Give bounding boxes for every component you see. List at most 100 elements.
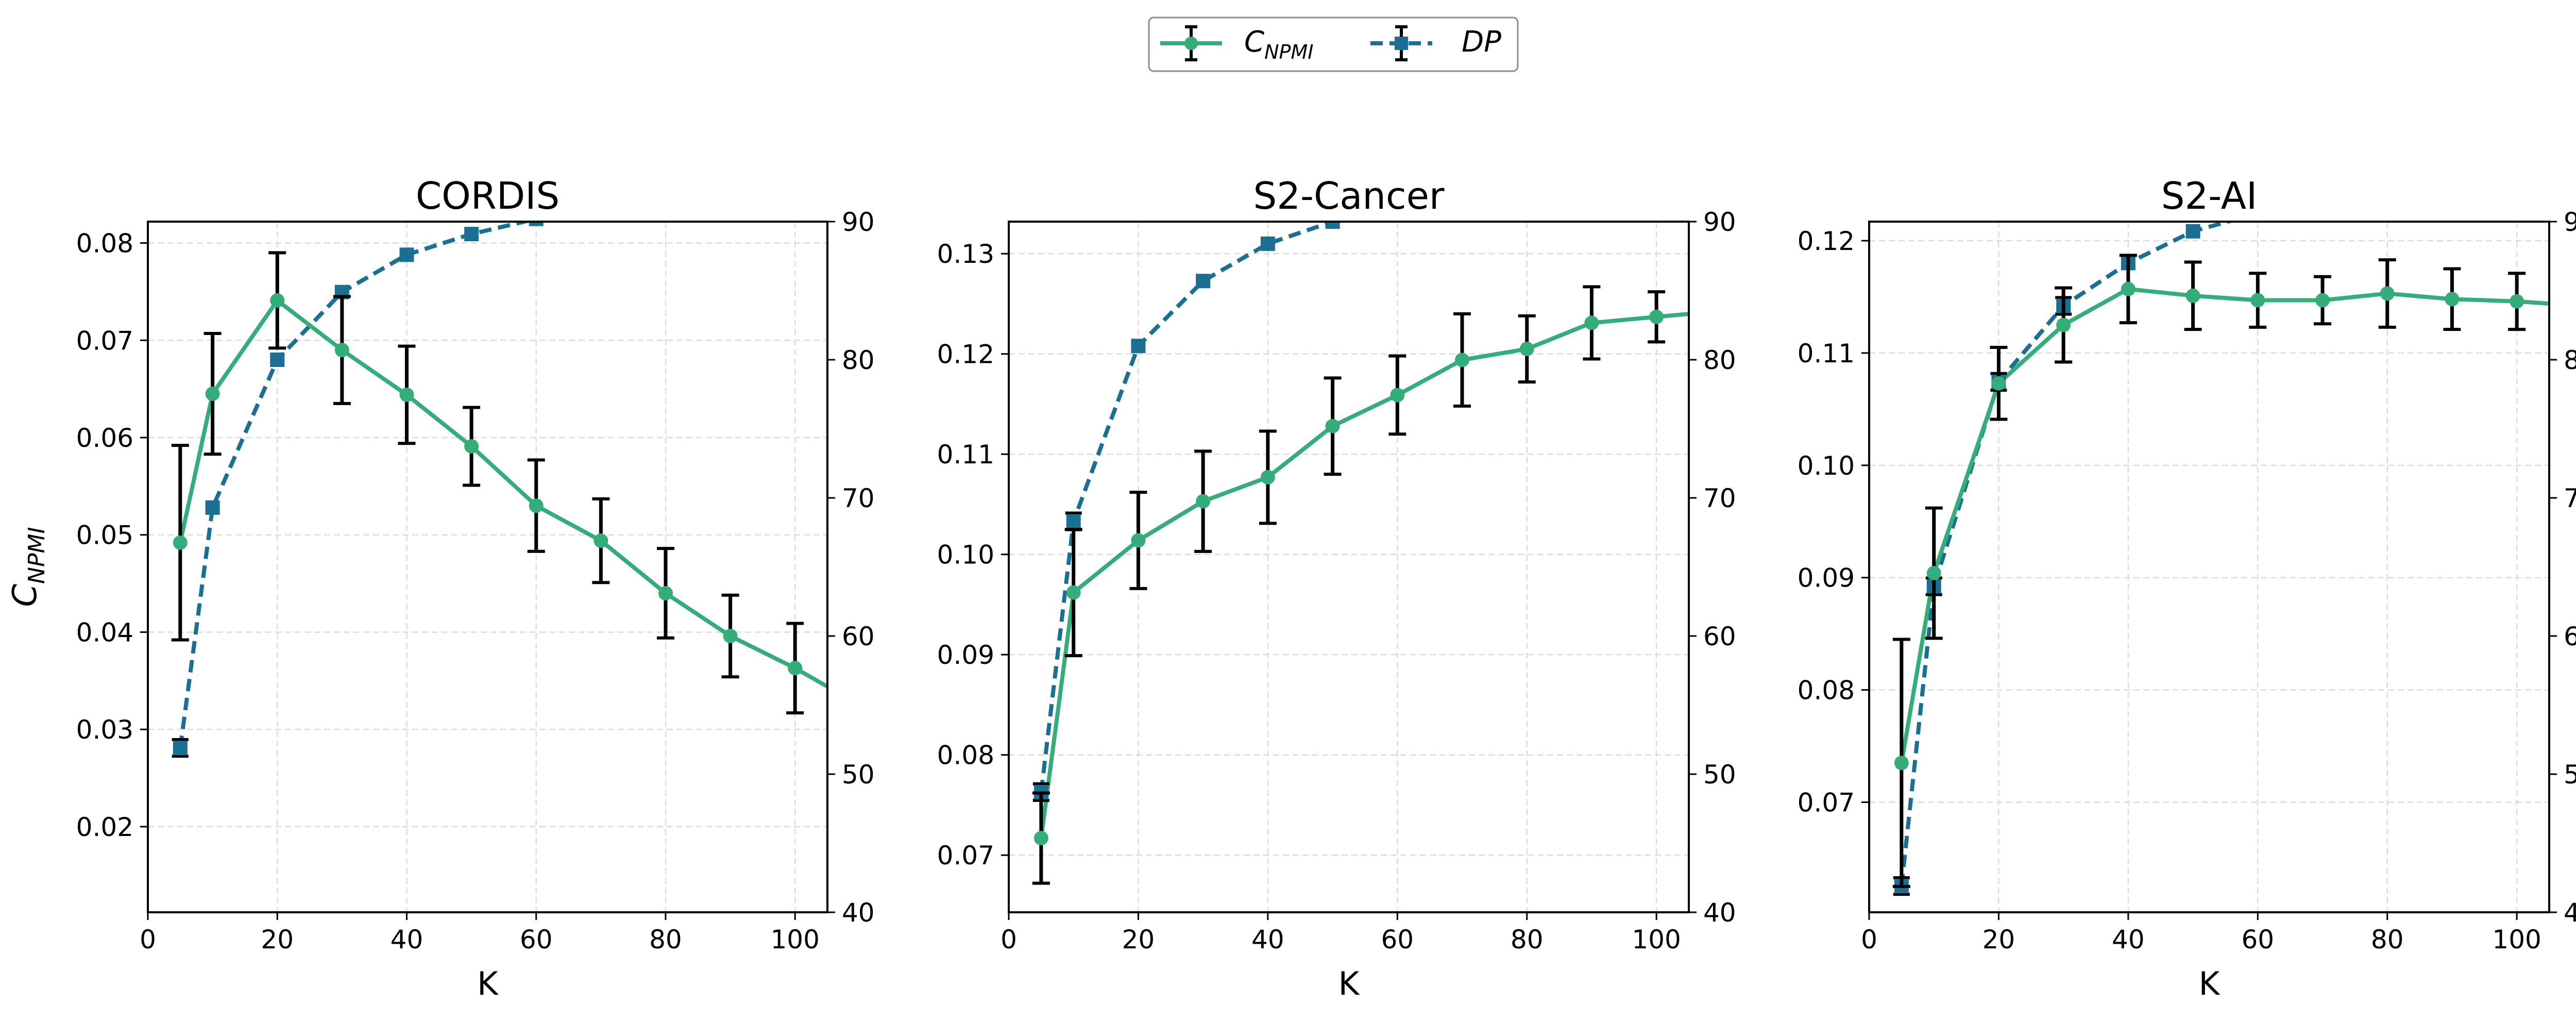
y-tick-label: 0.08 [937, 741, 994, 771]
dp-point [2315, 195, 2330, 209]
dp-point [1260, 236, 1275, 251]
x-tick-label: 0 [1001, 925, 1017, 955]
dp-point [2185, 224, 2200, 239]
npmi-point [2315, 293, 2330, 308]
dp-point [464, 227, 479, 242]
npmi-series-line [1039, 311, 1689, 839]
y-tick-label: 0.06 [76, 423, 133, 453]
y2-tick-label: 90 [1703, 207, 1736, 237]
dp-point [1131, 339, 1146, 354]
y2-tick-label: 80 [1703, 345, 1736, 375]
dp-series-line [1039, 222, 1342, 793]
y-tick-label: 0.10 [937, 540, 994, 570]
x-axis-label: K [1338, 965, 1360, 1002]
y-tick-label: 0.07 [1798, 788, 1855, 817]
dp-point [1325, 222, 1340, 229]
npmi-point [594, 533, 608, 548]
y2-tick-label: 40 [1703, 898, 1736, 928]
dp-point [723, 186, 738, 200]
npmi-point [2380, 286, 2395, 301]
x-tick-label: 0 [140, 925, 156, 955]
npmi-point [658, 586, 673, 600]
y2-tick-label: 40 [842, 898, 875, 928]
dp-point [2510, 174, 2524, 189]
legend-item-npmi: CNPMI [1160, 25, 1313, 63]
y-tick-label: 0.11 [937, 440, 994, 470]
y2-tick-label: 60 [2564, 622, 2576, 651]
dp-point [173, 741, 188, 756]
npmi-point [1584, 315, 1599, 330]
panel-cordis: 0 20 40 60 80 100 0.02 0.03 0.04 0.05 0.06 0.07 0.08… [6, 174, 875, 1002]
y2-tick-label: 90 [842, 207, 875, 237]
y2-tick-label: 70 [842, 483, 875, 513]
npmi-point [2445, 292, 2460, 307]
legend-npmi-label-sub: NPMI [1264, 41, 1313, 63]
panel-title: S2-Cancer [1253, 174, 1444, 218]
y-tick-label: 0.13 [937, 239, 994, 269]
x-tick-label: 60 [2241, 925, 2274, 955]
y-axis-label-sub: NPMI [24, 527, 50, 583]
y2-tick-label: 60 [1703, 622, 1736, 651]
y-tick-label: 0.05 [76, 521, 133, 550]
x-tick-label: 40 [2112, 925, 2145, 955]
dp-point [1584, 173, 1599, 188]
x-tick-label: 40 [391, 925, 423, 955]
npmi-point [1649, 309, 1664, 324]
x-tick-label: 20 [1982, 925, 2015, 955]
x-tick-label: 60 [1381, 925, 1414, 955]
npmi-series-line [1899, 287, 2549, 763]
plot-frame [1008, 221, 1690, 913]
npmi-point [2185, 288, 2200, 303]
y2-tick-label: 50 [1703, 760, 1736, 790]
y2-tick-label: 50 [2564, 760, 2576, 790]
y-axis-label-main: C [6, 584, 44, 607]
npmi-point [399, 387, 414, 402]
y-tick-label: 0.10 [1798, 451, 1855, 481]
y-tick-label: 0.07 [76, 326, 133, 356]
dp-point [1455, 188, 1469, 203]
dp-point [2445, 180, 2459, 194]
legend: CNPMI DP [1148, 16, 1519, 72]
x-tick-label: 100 [770, 925, 819, 955]
npmi-point [334, 343, 349, 358]
dp-point [1649, 168, 1664, 182]
dp-point [399, 247, 414, 262]
plot-area [1032, 168, 1689, 885]
npmi-point [205, 387, 220, 402]
dp-point [658, 192, 673, 207]
x-tick-label: 100 [2492, 925, 2541, 955]
legend-npmi-label-main: C [1244, 25, 1264, 59]
y-tick-label: 0.08 [1798, 676, 1855, 706]
dp-point [788, 180, 802, 194]
y2-tick-label: 80 [2564, 345, 2576, 375]
y2-tick-label: 90 [2564, 207, 2576, 237]
y-tick-label: 0.12 [1798, 226, 1855, 256]
x-tick-label: 100 [1632, 925, 1681, 955]
plot-area [1892, 174, 2549, 896]
y-tick-label: 0.07 [937, 841, 994, 871]
chart-panels: 0 20 40 60 80 100 0.02 0.03 0.04 0.05 0.06 0.07 0.08… [6, 168, 2576, 1002]
npmi-point [1519, 341, 1534, 356]
dp-point [2380, 187, 2395, 201]
npmi-point [173, 535, 188, 550]
x-tick-label: 80 [649, 925, 682, 955]
npmi-point [723, 629, 738, 643]
y2-tick-label: 60 [842, 622, 875, 651]
panel-title: S2-AI [2161, 174, 2257, 218]
dp-point [529, 222, 544, 226]
legend-dp-marker [1395, 37, 1408, 50]
npmi-point [2121, 281, 2136, 296]
npmi-point [529, 498, 544, 513]
npmi-point [1033, 831, 1048, 846]
npmi-point [1260, 470, 1275, 484]
npmi-series-line [178, 298, 827, 689]
npmi-point [2510, 294, 2524, 309]
y2-tick-label: 50 [842, 760, 875, 790]
dp-point [205, 500, 220, 515]
dp-point [594, 200, 608, 215]
y2-tick-label: 70 [2564, 483, 2576, 513]
dp-point [1066, 514, 1081, 529]
x-tick-label: 0 [1861, 925, 1877, 955]
y-tick-label: 0.03 [76, 715, 133, 745]
